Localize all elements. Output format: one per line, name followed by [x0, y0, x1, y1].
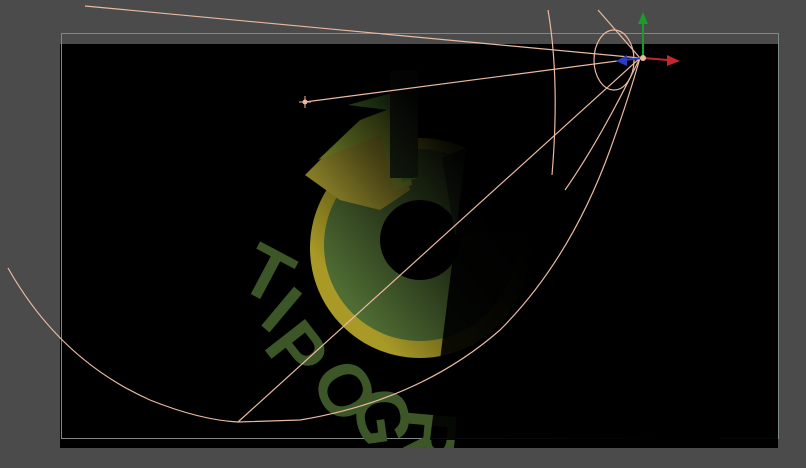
axis-x-line[interactable] — [642, 57, 669, 61]
frustum-line-top — [84, 5, 641, 59]
transform-gizmo[interactable] — [616, 12, 680, 66]
axis-x-arrow-icon[interactable] — [667, 55, 680, 66]
frustum-curve-a — [547, 9, 556, 176]
crosshair-icon[interactable] — [299, 96, 311, 108]
logo-graphic[interactable]: T I P O G R — [60, 44, 778, 468]
axis-z-line[interactable] — [623, 57, 644, 61]
axis-z-arrow-icon[interactable] — [616, 55, 627, 66]
camera-wireframe[interactable] — [7, 5, 641, 423]
frustum-line-diag — [237, 57, 641, 423]
frustum-curve-b — [597, 9, 641, 59]
camera-to-target-line — [304, 57, 641, 103]
shadow-region — [430, 100, 720, 440]
axis-y-arrow-icon[interactable] — [638, 12, 648, 24]
camera-origin-point[interactable] — [640, 55, 646, 61]
camera-lens-circle[interactable] — [593, 29, 635, 91]
frustum-arc — [7, 57, 641, 423]
